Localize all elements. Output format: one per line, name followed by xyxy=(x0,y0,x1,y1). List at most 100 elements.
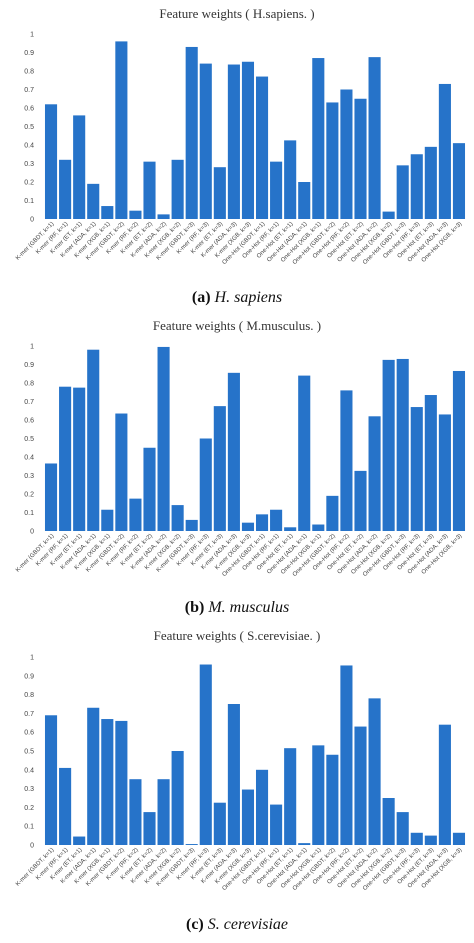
bar xyxy=(354,470,367,532)
y-tick-label: 0.3 xyxy=(24,786,34,793)
bar xyxy=(241,789,255,845)
y-tick-label: 0.8 xyxy=(24,692,34,699)
y-tick-label: 0.7 xyxy=(24,711,34,718)
y-tick-label: 0.4 xyxy=(24,455,34,462)
bar xyxy=(438,414,451,531)
bar xyxy=(157,214,170,220)
bar xyxy=(424,395,437,531)
caption-c: (c) S. cerevisiae xyxy=(0,916,474,934)
bar xyxy=(382,211,395,219)
y-tick-label: 0.5 xyxy=(24,124,34,131)
bar xyxy=(101,206,114,219)
caption-b: (b) M. musculus xyxy=(0,599,474,617)
bar xyxy=(199,664,212,845)
y-tick-label: 0 xyxy=(30,217,34,224)
bar xyxy=(157,346,170,531)
bar xyxy=(115,413,128,531)
y-tick-label: 0.6 xyxy=(24,106,34,113)
bar xyxy=(396,165,409,219)
caption-c-letter: (c) xyxy=(185,916,204,933)
bar xyxy=(185,519,198,531)
bar xyxy=(115,720,128,845)
chart-title: Feature weights ( H.sapiens. ) xyxy=(159,6,314,21)
bar xyxy=(129,779,142,845)
bar xyxy=(44,715,58,845)
chart-title: Feature weights ( M.musculus. ) xyxy=(153,318,321,333)
y-tick-label: 0.3 xyxy=(24,161,34,168)
bar xyxy=(73,836,86,845)
y-tick-label: 0.5 xyxy=(24,749,34,756)
y-tick-label: 0.7 xyxy=(24,399,34,406)
bar xyxy=(73,115,86,219)
caption-c-species: S. cerevisiae xyxy=(207,916,289,933)
bar xyxy=(255,514,269,531)
bar xyxy=(284,527,297,531)
bar xyxy=(312,524,325,531)
bar xyxy=(101,719,114,845)
y-tick-label: 0 xyxy=(30,529,34,536)
bar xyxy=(368,57,381,220)
bar xyxy=(340,665,353,845)
y-tick-label: 0.1 xyxy=(24,510,34,517)
bar xyxy=(185,46,198,220)
y-tick-label: 0.2 xyxy=(24,805,34,812)
bar xyxy=(368,698,381,845)
bar xyxy=(241,522,255,531)
bar xyxy=(185,844,198,845)
bar xyxy=(227,372,240,531)
bar xyxy=(44,104,58,219)
bar xyxy=(382,798,395,845)
bar xyxy=(129,210,142,219)
y-tick-label: 0.6 xyxy=(24,730,34,737)
y-tick-label: 0.6 xyxy=(24,418,34,425)
bar xyxy=(326,102,339,219)
bar xyxy=(340,390,353,531)
bar xyxy=(59,159,72,219)
bar xyxy=(270,509,283,531)
y-tick-label: 0 xyxy=(30,843,34,850)
bar xyxy=(143,447,156,531)
bar xyxy=(270,161,283,219)
bar-chart-1: Feature weights ( H.sapiens. ) 0 0.1 0.2 0.3… xyxy=(15,6,466,266)
bar xyxy=(284,140,297,220)
bar xyxy=(452,832,466,845)
bar xyxy=(143,161,156,219)
bar xyxy=(87,183,100,219)
y-tick-label: 1 xyxy=(30,655,34,662)
bar xyxy=(101,509,114,531)
bar xyxy=(87,707,100,845)
bar xyxy=(59,386,72,531)
y-tick-label: 0.9 xyxy=(24,50,34,57)
bar xyxy=(452,143,466,219)
bar xyxy=(199,63,212,219)
bar xyxy=(326,495,339,531)
y-tick-label: 0.9 xyxy=(24,362,34,369)
caption-b-letter: (b) xyxy=(184,599,205,616)
bar xyxy=(44,463,58,531)
bar xyxy=(396,358,409,531)
bar xyxy=(368,416,381,531)
bar xyxy=(354,726,367,845)
bar xyxy=(241,61,255,219)
bar xyxy=(298,375,311,531)
bar xyxy=(410,832,423,845)
bar xyxy=(213,167,226,219)
bar xyxy=(424,146,437,219)
bar xyxy=(452,370,466,531)
bar xyxy=(255,76,269,219)
bar xyxy=(59,767,72,845)
bar xyxy=(213,406,226,532)
y-tick-label: 0.9 xyxy=(24,673,34,680)
bar xyxy=(199,438,212,531)
bar xyxy=(213,802,226,845)
y-tick-label: 0.1 xyxy=(24,824,34,831)
bar xyxy=(298,182,311,219)
y-tick-label: 0.8 xyxy=(24,381,34,388)
bar xyxy=(340,89,353,219)
bar xyxy=(438,83,451,219)
bar xyxy=(227,704,240,845)
bar xyxy=(157,779,170,845)
bar xyxy=(171,159,184,219)
bar xyxy=(396,812,409,845)
